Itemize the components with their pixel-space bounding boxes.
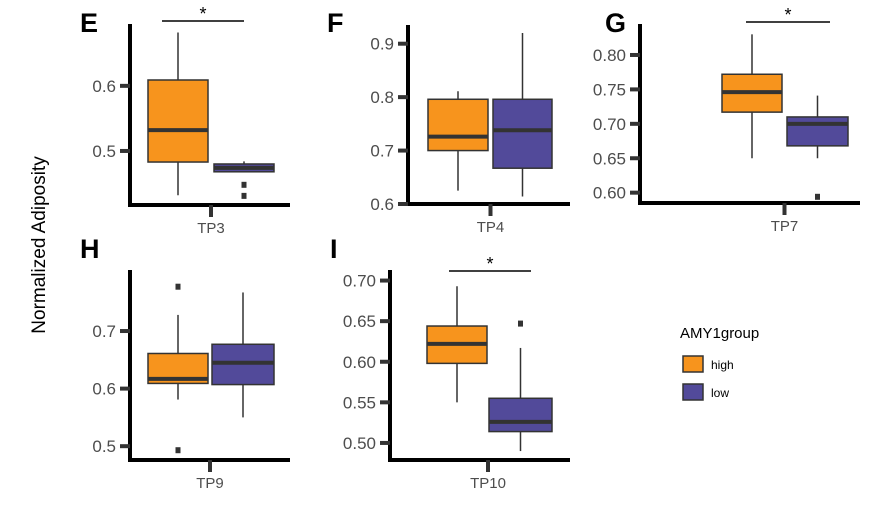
box-iqr	[492, 98, 553, 169]
significance-star: *	[199, 4, 206, 24]
box-low	[786, 95, 849, 200]
y-tick-label: 0.8	[370, 88, 394, 107]
legend-label-high: high	[711, 358, 734, 372]
panel-label: E	[80, 8, 98, 38]
outlier-point	[175, 283, 181, 290]
y-tick-label: 0.7	[92, 322, 116, 341]
box-iqr	[147, 79, 209, 163]
y-tick-label: 0.5	[92, 142, 116, 161]
significance-star: *	[486, 254, 493, 274]
y-tick-label: 0.60	[593, 184, 626, 203]
y-tick-label: 0.6	[92, 380, 116, 399]
legend-title: AMY1group	[680, 325, 759, 342]
x-tick-label: TP9	[196, 475, 224, 492]
y-tick-label: 0.55	[343, 393, 376, 412]
legend: AMY1group high low	[680, 325, 759, 401]
x-tick-label: TP3	[197, 220, 225, 237]
outlier-point	[241, 192, 247, 199]
x-tick-label: TP4	[477, 219, 505, 236]
panel-label: F	[327, 8, 344, 38]
x-tick-label: TP10	[470, 475, 506, 492]
panel-F: F 0.6 0.7 0.8 0.9 TP4	[327, 8, 570, 236]
panel-I: I 0.50 0.55 0.60 0.65 0.70 TP10 *	[330, 234, 570, 492]
legend-swatch-high	[682, 355, 704, 373]
box-iqr	[488, 397, 553, 433]
legend-swatch-low	[682, 383, 704, 401]
outlier-point	[175, 447, 181, 454]
box-low	[211, 292, 275, 418]
y-tick-label: 0.9	[370, 35, 394, 54]
legend-label-low: low	[711, 386, 729, 400]
y-tick-label: 0.65	[593, 149, 626, 168]
y-tick-label: 0.6	[92, 77, 116, 96]
x-tick-label: TP7	[771, 218, 799, 235]
outlier-point	[815, 193, 820, 200]
panel-G: G 0.60 0.65 0.70 0.75 0.80 TP7 *	[593, 5, 860, 235]
outlier-point	[241, 181, 247, 188]
y-tick-label: 0.6	[370, 195, 394, 214]
box-high	[721, 34, 783, 159]
y-tick-label: 0.70	[343, 272, 376, 291]
y-tick-label: 0.70	[593, 115, 626, 134]
y-tick-label: 0.80	[593, 46, 626, 65]
significance-star: *	[784, 5, 791, 25]
box-iqr	[786, 116, 849, 147]
box-iqr	[427, 98, 489, 152]
y-tick-label: 0.65	[343, 312, 376, 331]
box-high	[147, 32, 209, 196]
panel-label: H	[80, 234, 100, 264]
y-tick-label: 0.7	[370, 142, 394, 161]
y-axis-label: Normalized Adiposity	[29, 156, 50, 334]
box-low	[213, 161, 275, 199]
box-high	[147, 283, 209, 454]
box-low	[488, 320, 553, 452]
y-tick-label: 0.50	[343, 434, 376, 453]
box-high	[426, 286, 488, 403]
panel-H: H 0.5 0.6 0.7 TP9	[80, 234, 290, 492]
box-low	[492, 33, 553, 197]
y-tick-label: 0.5	[92, 437, 116, 456]
box-high	[427, 91, 489, 191]
y-tick-label: 0.75	[593, 80, 626, 99]
panel-label: I	[330, 234, 338, 264]
y-tick-label: 0.60	[343, 353, 376, 372]
outlier-point	[518, 320, 523, 327]
panel-label: G	[605, 8, 626, 38]
panel-E: E 0.5 0.6 TP3 *	[80, 4, 290, 237]
